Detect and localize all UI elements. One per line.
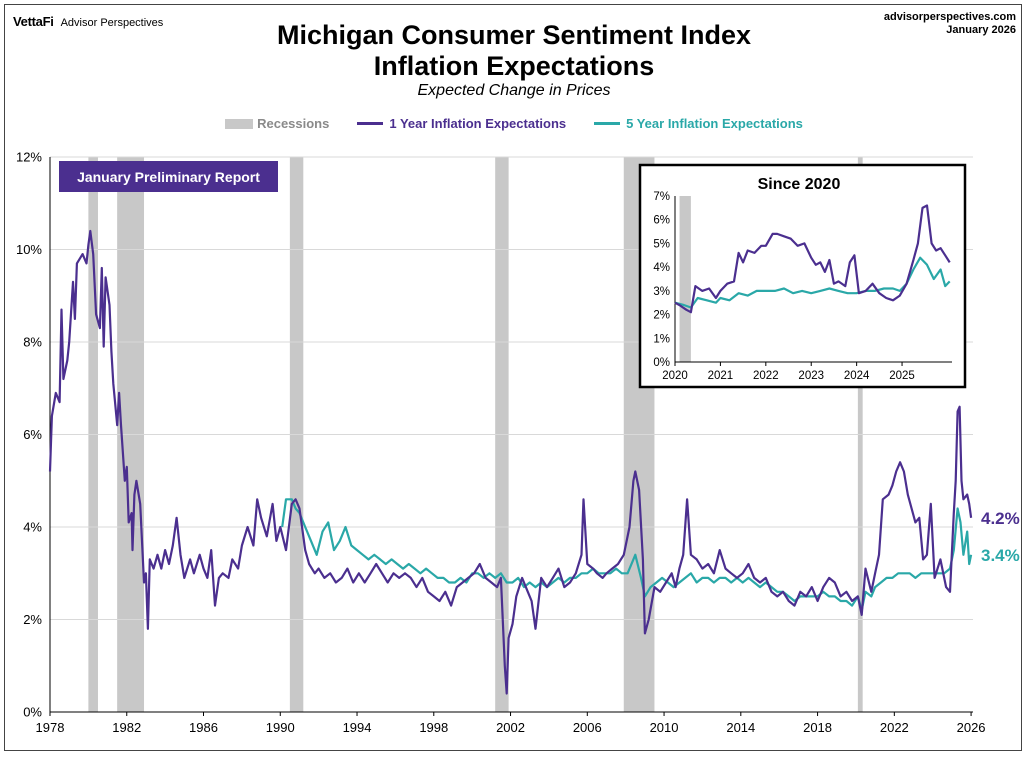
one-year-series-line — [674, 204, 951, 314]
y-tick-label: 0% — [23, 705, 42, 720]
x-tick-label: 1982 — [112, 720, 141, 735]
y-tick-label: 6% — [23, 427, 42, 442]
x-tick-label: 2020 — [662, 370, 688, 382]
y-tick-label: 6% — [653, 215, 670, 227]
x-tick-label: 2023 — [798, 370, 824, 382]
x-tick-label: 1986 — [189, 720, 218, 735]
y-tick-label: 10% — [16, 242, 42, 257]
brand: VettaFi Advisor Perspectives — [13, 14, 163, 29]
y-tick-label: 2% — [653, 310, 670, 322]
one-year-end-label: 4.2% — [981, 509, 1020, 528]
site-info: advisorperspectives.com January 2026 — [884, 11, 1016, 37]
x-tick-label: 2024 — [844, 370, 870, 382]
brand-subtitle: Advisor Perspectives — [60, 17, 164, 29]
y-tick-label: 12% — [16, 150, 42, 165]
five-year-series-line — [281, 498, 973, 612]
five-year-series-line — [674, 256, 951, 309]
legend-one-year: 1 Year Inflation Expectations — [357, 116, 566, 131]
x-tick-label: 2025 — [889, 370, 915, 382]
legend-five-year-label: 5 Year Inflation Expectations — [626, 116, 803, 131]
legend-recessions: Recessions — [225, 116, 329, 131]
x-tick-label: 2010 — [650, 720, 679, 735]
x-tick-label: 1978 — [36, 720, 65, 735]
y-tick-label: 3% — [653, 286, 670, 298]
x-tick-label: 2022 — [880, 720, 909, 735]
x-tick-label: 2014 — [726, 720, 755, 735]
inset-title: Since 2020 — [758, 176, 841, 193]
x-tick-label: 2006 — [573, 720, 602, 735]
chart-subtitle: Expected Change in Prices — [417, 82, 611, 99]
y-tick-label: 2% — [23, 612, 42, 627]
y-tick-label: 0% — [653, 357, 670, 369]
chart-title: Michigan Consumer Sentiment Index — [276, 20, 752, 50]
y-tick-label: 4% — [653, 262, 670, 274]
x-tick-label: 2018 — [803, 720, 832, 735]
report-badge-label: January Preliminary Report — [77, 169, 260, 185]
inset-plot: 0% 1% 2% 3% 4% 5% 6% 7% 2020 2021 2022 2023 2024 2025 — [653, 191, 952, 382]
chart-frame — [4, 4, 1022, 751]
vettafi-logo: VettaFi — [13, 14, 54, 29]
y-tick-label: 8% — [23, 335, 42, 350]
legend-five-year-swatch — [594, 122, 621, 125]
y-tick-label: 4% — [23, 520, 42, 535]
legend-recession-swatch — [225, 118, 254, 129]
five-year-end-label: 3.4% — [981, 546, 1020, 565]
legend: Recessions 1 Year Inflation Expectations… — [0, 116, 1028, 131]
x-tick-label: 2022 — [753, 370, 779, 382]
x-tick-label: 2026 — [957, 720, 986, 735]
x-tick-label: 2021 — [708, 370, 734, 382]
y-tick-label: 1% — [653, 333, 670, 345]
report-badge: January Preliminary Report — [59, 161, 278, 192]
x-tick-label: 1994 — [343, 720, 372, 735]
report-date: January 2026 — [946, 24, 1016, 36]
legend-one-year-swatch — [357, 122, 384, 125]
x-tick-label: 1990 — [266, 720, 295, 735]
y-tick-label: 7% — [653, 191, 670, 203]
x-tick-label: 2002 — [496, 720, 525, 735]
legend-one-year-label: 1 Year Inflation Expectations — [389, 116, 567, 131]
y-tick-label: 5% — [653, 238, 670, 250]
legend-five-year: 5 Year Inflation Expectations — [594, 116, 803, 131]
recession-band — [679, 196, 691, 362]
report-badge-bg — [59, 161, 278, 192]
legend-recession-label: Recessions — [257, 116, 330, 131]
x-tick-label: 1998 — [419, 720, 448, 735]
one-year-series-line — [48, 229, 973, 695]
chart-title-line2: Inflation Expectations — [373, 51, 655, 81]
site-url: advisorperspectives.com — [883, 11, 1016, 23]
